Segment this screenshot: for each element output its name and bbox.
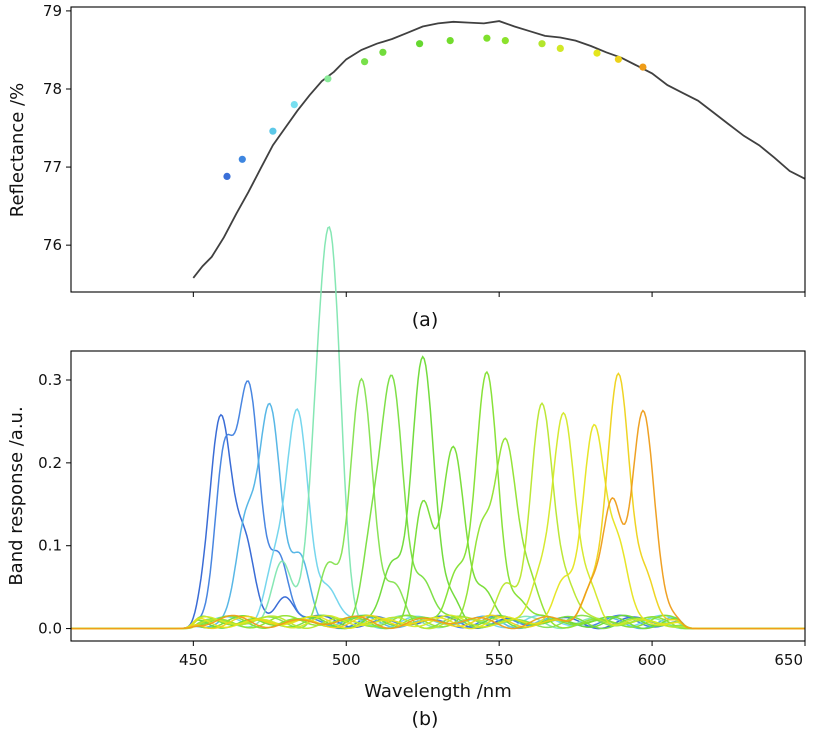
reflectance-point-14 <box>614 55 623 63</box>
reflectance-point-7 <box>416 40 424 48</box>
reflectance-point-2 <box>269 127 277 135</box>
band-589-line <box>71 372 805 630</box>
reflectance-point-10 <box>501 37 509 45</box>
reflectance-point-11 <box>538 40 546 48</box>
panel-a-ylabel: Reflectance /% <box>7 83 28 217</box>
reflectance-point-12 <box>556 44 564 53</box>
reflectance-point-6 <box>379 48 387 56</box>
band-459-line <box>71 413 805 630</box>
reflectance-point-15 <box>639 63 647 71</box>
band-571-line <box>71 411 805 630</box>
reflectance-point-13 <box>593 49 601 57</box>
reflectance-line-0 <box>192 20 806 279</box>
band-597-line <box>71 409 805 630</box>
a-ytick-label-0: 76 <box>43 236 62 254</box>
b-ytick-label-1: 0.1 <box>38 537 62 555</box>
panel-a-caption: (a) <box>412 309 438 331</box>
b-xtick-label-0: 450 <box>179 651 208 669</box>
a-ytick-label-1: 77 <box>43 158 62 176</box>
b-xtick-label-4: 650 <box>774 651 803 669</box>
panel-b-ylabel: Band response /a.u. <box>6 406 27 585</box>
reflectance-point-8 <box>446 37 454 45</box>
b-ytick-label-3: 0.3 <box>38 371 62 389</box>
panel-b-xlabel: Wavelength /nm <box>364 681 512 702</box>
panel-a: 76 77 78 79 Reflectance /% (a) <box>7 2 806 331</box>
panel-b: 450 500 550 600 650 0.0 0.1 0.2 0.3 Band respons… <box>6 226 806 730</box>
reflectance-point-5 <box>361 58 369 66</box>
panel-b-frame <box>70 350 806 642</box>
b-xtick-label-2: 550 <box>485 651 514 669</box>
reflectance-point-3 <box>290 101 298 109</box>
band-535-line <box>71 445 805 630</box>
b-ytick-label-0: 0.0 <box>38 620 62 638</box>
panel-a-frame <box>70 6 806 293</box>
band-546-line <box>71 370 805 630</box>
b-xtick-label-1: 500 <box>332 651 361 669</box>
b-ytick-label-2: 0.2 <box>38 454 62 472</box>
band-552-line <box>71 437 805 630</box>
reflectance-point-9 <box>483 34 491 42</box>
b-xtick-label-3: 600 <box>638 651 667 669</box>
band-515-line <box>71 374 805 630</box>
band-492-line <box>71 226 805 630</box>
reflectance-point-4 <box>324 75 332 83</box>
a-ytick-label-2: 78 <box>43 80 62 98</box>
reflectance-point-0 <box>223 172 231 180</box>
reflectance-point-1 <box>238 155 246 163</box>
a-ytick-label-3: 79 <box>43 2 62 20</box>
band-525-line <box>71 355 805 630</box>
panel-b-caption: (b) <box>412 708 439 730</box>
